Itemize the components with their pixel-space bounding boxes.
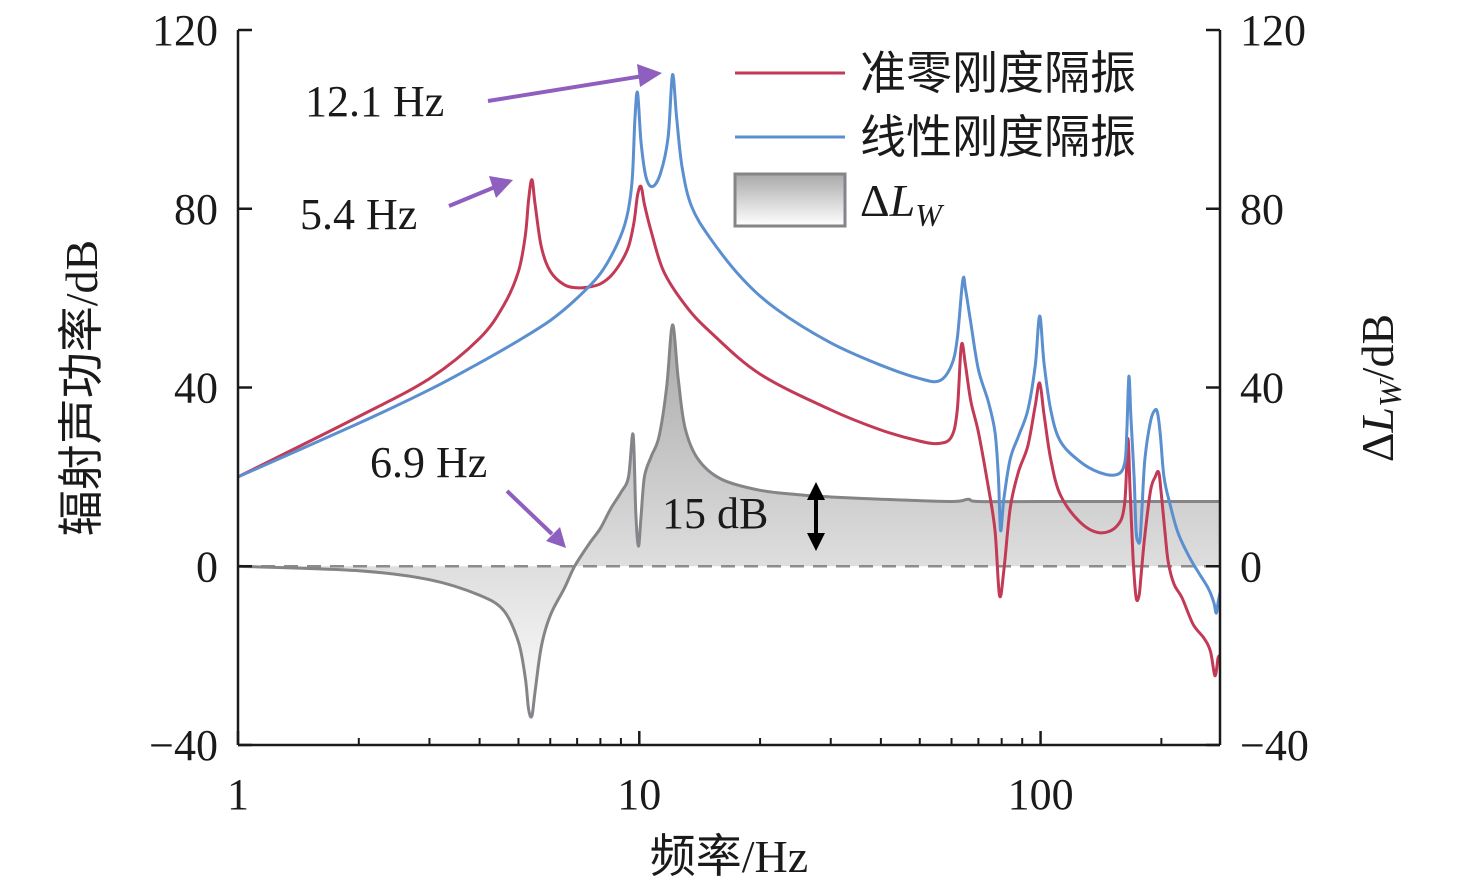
- left-y-tick-label: 120: [152, 6, 218, 55]
- annotation-15db: 15 dB: [662, 489, 768, 538]
- delta-area-fill: [238, 324, 1220, 718]
- annotation-layer: 12.1 Hz 5.4 Hz 6.9 Hz 15 dB: [300, 64, 825, 551]
- annotation-6-9hz-arrowhead: [546, 527, 566, 548]
- x-axis-title: 频率/Hz: [650, 831, 808, 882]
- annotation-15db-arrowhead-bottom: [807, 533, 825, 551]
- annotation-12-1hz-arrowhead: [637, 64, 662, 87]
- legend-label-linear: 线性刚度隔振: [860, 112, 1136, 163]
- annotation-5-4hz-arrow: [448, 185, 496, 208]
- right-y-tick-label: −40: [1240, 721, 1309, 770]
- legend-label-delta-letter: L: [889, 175, 916, 226]
- legend-swatch-delta: [733, 172, 847, 228]
- x-tick-label: 1: [227, 770, 249, 819]
- legend-label-quasi-zero: 准零刚度隔振: [860, 48, 1136, 99]
- legend-label-delta: ΔLW: [860, 175, 945, 233]
- series-line-delta: [238, 323, 1220, 719]
- left-y-tick-label: −40: [149, 721, 218, 770]
- x-tick-label: 100: [1008, 770, 1074, 819]
- left-y-tick-label: 40: [174, 364, 218, 413]
- right-y-tick-label: 40: [1240, 364, 1284, 413]
- right-y-axis-title-symbol: L: [1352, 407, 1403, 434]
- annotation-5-4hz-arrowhead: [489, 176, 513, 198]
- annotation-6-9hz-arrow: [505, 489, 554, 536]
- tick-layer: 1 10 100 −40 −40 0 0 40 40 80 80 120 120: [149, 6, 1309, 819]
- right-y-axis-title-subscript: W: [1372, 377, 1408, 407]
- right-y-axis-title: ΔLW/dB: [1352, 314, 1408, 462]
- annotation-5-4hz: 5.4 Hz: [300, 190, 417, 239]
- legend-label-delta-symbol: Δ: [860, 175, 890, 226]
- right-y-tick-label: 80: [1240, 185, 1284, 234]
- left-y-tick-label: 0: [196, 542, 218, 591]
- annotation-12-1hz-arrow: [487, 74, 644, 103]
- legend-label-delta-subscript: W: [915, 197, 945, 233]
- right-y-axis-title-delta: Δ: [1352, 433, 1403, 463]
- right-y-tick-label: 120: [1240, 6, 1306, 55]
- left-y-tick-label: 80: [174, 185, 218, 234]
- series-line-linear: [238, 73, 1220, 615]
- right-y-axis-title-unit: /dB: [1352, 314, 1403, 380]
- right-y-tick-label: 0: [1240, 542, 1262, 591]
- annotation-6-9hz: 6.9 Hz: [370, 438, 487, 487]
- left-y-axis-title: 辐射声功率/dB: [56, 240, 107, 536]
- x-tick-label: 10: [617, 770, 661, 819]
- series-line-quasi-zero: [238, 178, 1220, 678]
- series-layer: [238, 73, 1220, 719]
- annotation-15db-arrowhead-top: [807, 482, 825, 500]
- delta-area-fill-layer: [238, 324, 1220, 718]
- legend: 准零刚度隔振 线性刚度隔振 ΔLW: [733, 48, 1136, 233]
- annotation-12-1hz: 12.1 Hz: [305, 77, 444, 126]
